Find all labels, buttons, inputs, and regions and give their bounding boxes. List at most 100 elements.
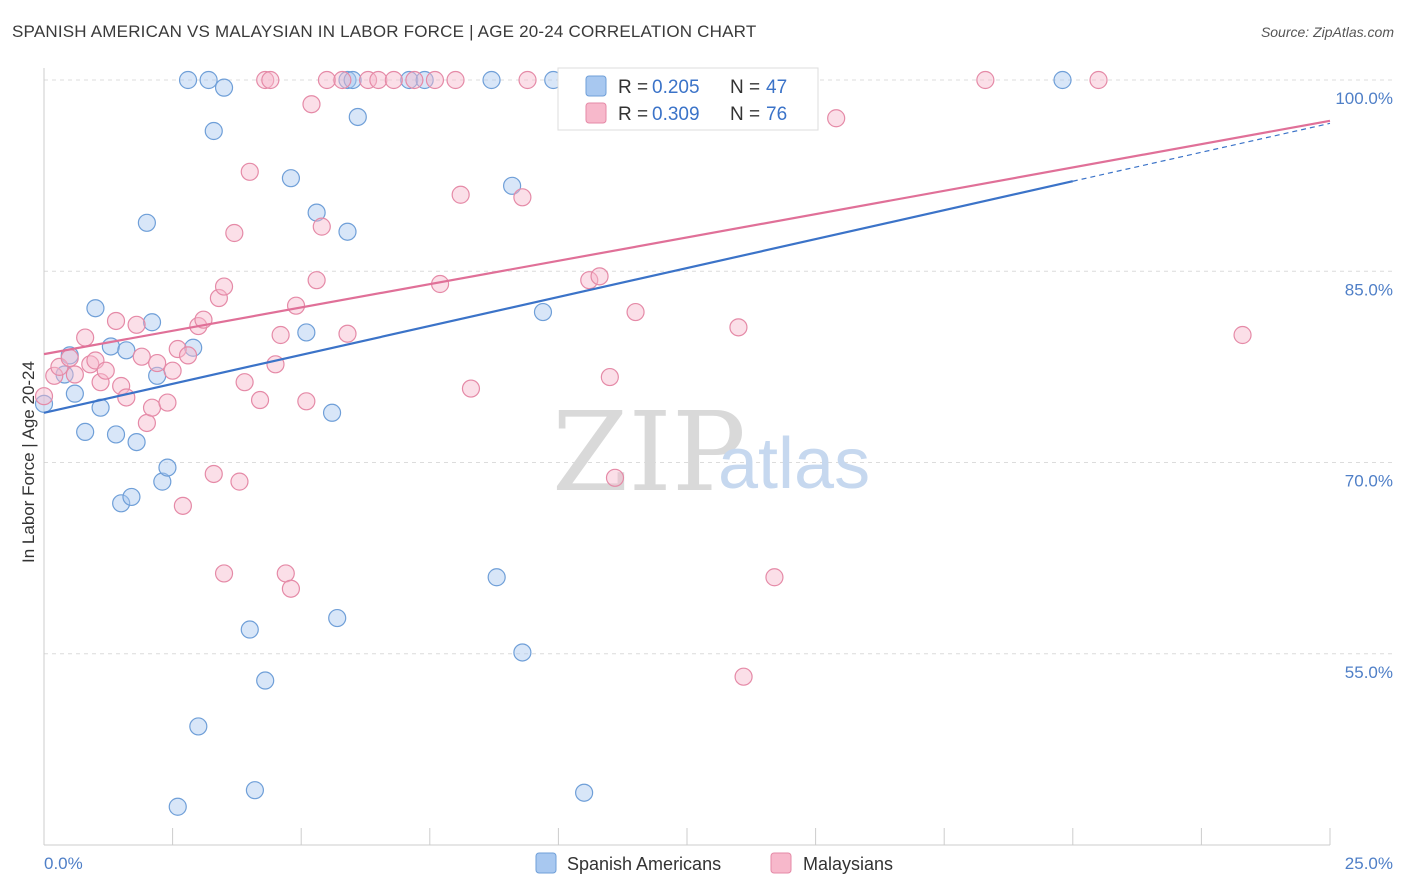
data-point[interactable] [204,464,223,484]
data-point[interactable] [214,277,234,296]
data-point[interactable] [338,324,357,343]
data-point[interactable] [142,398,162,417]
bottom-legend-item-spanish[interactable]: Spanish Americans [535,852,721,874]
data-point[interactable] [1089,70,1108,90]
data-point[interactable] [338,70,357,90]
data-point[interactable] [487,568,506,587]
data-point[interactable] [127,315,146,334]
data-point[interactable] [112,494,131,513]
data-point[interactable] [173,496,192,515]
data-point[interactable] [297,392,316,411]
data-point[interactable] [204,121,223,141]
data-point[interactable] [425,70,445,90]
data-point[interactable] [297,323,316,342]
data-point[interactable] [137,213,156,232]
data-point[interactable] [256,671,275,690]
data-point[interactable] [245,781,265,800]
data-point[interactable] [281,169,301,188]
data-point[interactable] [575,783,594,802]
data-point[interactable] [168,797,187,816]
data-point[interactable] [513,643,532,662]
data-point[interactable] [729,318,748,337]
data-point[interactable] [343,70,362,90]
data-point[interactable] [76,328,95,347]
data-point[interactable] [384,70,403,90]
data-point[interactable] [168,339,187,359]
data-point[interactable] [405,70,424,90]
data-point[interactable] [76,422,95,441]
data-point[interactable] [1053,70,1072,90]
data-point[interactable] [225,223,244,243]
data-point[interactable] [271,325,290,345]
data-point[interactable] [209,288,228,308]
data-point[interactable] [600,367,619,387]
data-point[interactable] [240,162,259,181]
data-point[interactable] [590,267,609,286]
data-point[interactable] [482,70,501,90]
data-point[interactable] [158,458,177,477]
data-point[interactable] [117,341,136,360]
data-point[interactable] [518,70,537,90]
data-point[interactable] [60,348,79,368]
data-point[interactable] [117,388,136,407]
data-point[interactable] [400,70,419,90]
bottom-legend-item-malaysian[interactable]: Malaysians [770,852,893,874]
data-point[interactable] [142,313,162,332]
data-point[interactable] [1233,325,1252,345]
data-point[interactable] [307,271,326,290]
data-point[interactable] [189,717,208,736]
data-point[interactable] [312,217,331,236]
data-point[interactable] [765,568,784,587]
data-point[interactable] [348,107,367,127]
data-point[interactable] [199,70,218,90]
data-point[interactable] [827,109,846,128]
data-point[interactable] [256,70,275,90]
data-point[interactable] [451,185,470,204]
data-point[interactable] [317,70,337,90]
data-point[interactable] [281,579,301,598]
data-point[interactable] [178,70,198,90]
data-point[interactable] [91,373,110,392]
data-point[interactable] [626,302,645,322]
data-point[interactable] [369,70,388,90]
data-point[interactable] [106,311,126,331]
data-point[interactable] [148,353,167,373]
data-point[interactable] [240,620,259,639]
data-point[interactable] [734,667,753,686]
data-point[interactable] [178,346,198,365]
data-point[interactable] [214,564,234,583]
data-point[interactable] [415,70,434,90]
data-point[interactable] [235,373,254,392]
data-point[interactable] [153,472,172,491]
data-point[interactable] [446,70,465,90]
data-point[interactable] [302,95,321,114]
data-point[interactable] [158,393,177,412]
data-point[interactable] [338,222,357,241]
data-point[interactable] [137,413,156,433]
data-point[interactable] [214,78,234,97]
data-point[interactable] [276,564,295,583]
data-point[interactable] [163,361,182,380]
data-point[interactable] [533,302,553,322]
data-point[interactable] [230,472,249,491]
data-point[interactable] [106,425,126,444]
data-point[interactable] [333,70,352,90]
data-point[interactable] [65,365,84,384]
data-point[interactable] [286,296,306,315]
data-point[interactable] [580,271,599,290]
data-point[interactable] [605,468,625,487]
data-point[interactable] [503,176,522,195]
data-point[interactable] [34,387,54,406]
data-point[interactable] [322,403,342,422]
data-point[interactable] [328,608,347,628]
data-point[interactable] [122,487,141,507]
data-point[interactable] [45,366,64,385]
data-point[interactable] [50,357,69,376]
data-point[interactable] [513,188,532,207]
data-point[interactable] [976,70,995,90]
data-point[interactable] [261,70,280,90]
data-point[interactable] [358,70,378,90]
data-point[interactable] [86,299,105,318]
data-point[interactable] [65,384,84,403]
data-point[interactable] [132,347,151,366]
